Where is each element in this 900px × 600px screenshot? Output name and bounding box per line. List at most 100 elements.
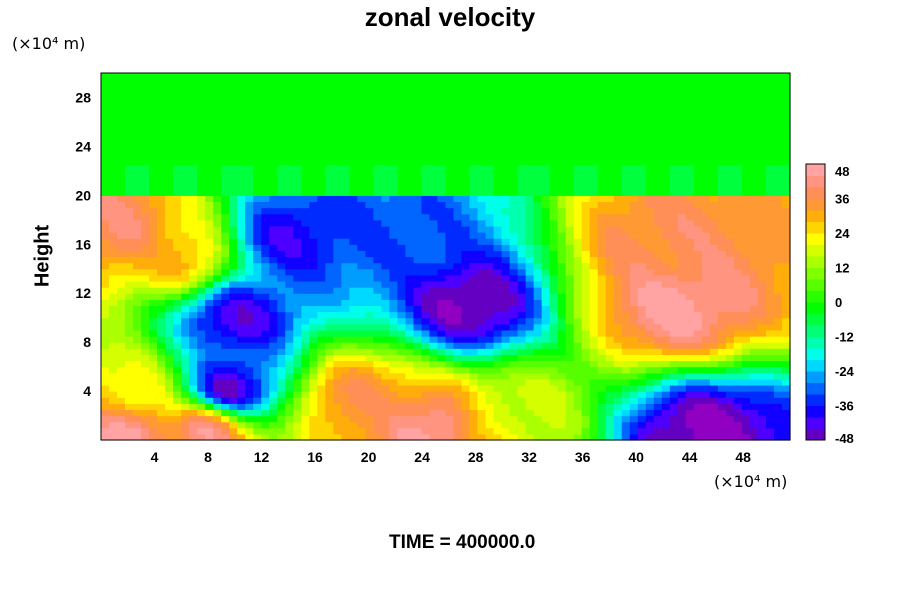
heatmap-cell <box>165 342 174 349</box>
heatmap-cell <box>477 134 487 141</box>
heatmap-cell <box>517 433 527 441</box>
heatmap-cell <box>237 323 246 331</box>
heatmap-cell <box>301 85 310 92</box>
heatmap-cell <box>701 336 711 343</box>
heatmap-cell <box>629 293 639 300</box>
heatmap-cell <box>645 280 655 288</box>
heatmap-cell <box>173 109 182 117</box>
heatmap-cell <box>101 164 110 172</box>
heatmap-cell <box>173 348 182 355</box>
heatmap-cell <box>317 195 326 203</box>
heatmap-cell <box>573 280 583 288</box>
heatmap-cell <box>421 348 431 355</box>
heatmap-cell <box>149 360 158 368</box>
heatmap-cell <box>381 262 391 270</box>
heatmap-cell <box>757 329 767 337</box>
heatmap-cell <box>221 268 230 276</box>
heatmap-cell <box>693 213 703 221</box>
heatmap-cell <box>381 109 391 117</box>
heatmap-cell <box>349 421 358 429</box>
heatmap-cell <box>229 128 238 135</box>
heatmap-cell <box>221 158 230 166</box>
heatmap-cell <box>741 207 751 215</box>
heatmap-cell <box>373 73 383 80</box>
heatmap-cell <box>605 342 615 349</box>
heatmap-cell <box>165 287 174 294</box>
heatmap-cell <box>173 232 182 239</box>
heatmap-cell <box>485 121 495 129</box>
heatmap-cell <box>677 91 687 99</box>
heatmap-cell <box>701 213 711 221</box>
heatmap-cell <box>157 238 166 245</box>
heatmap-cell <box>621 366 631 374</box>
heatmap-cell <box>349 256 358 264</box>
heatmap-cell <box>613 299 623 307</box>
heatmap-cell <box>493 342 503 349</box>
heatmap-cell <box>349 397 358 404</box>
heatmap-cell <box>509 244 519 251</box>
heatmap-cell <box>597 366 607 374</box>
heatmap-cell <box>109 91 118 99</box>
heatmap-cell <box>173 378 182 386</box>
heatmap-cell <box>189 97 198 105</box>
heatmap-cell <box>253 433 262 441</box>
heatmap-cell <box>493 189 503 196</box>
heatmap-cell <box>565 354 575 362</box>
heatmap-cell <box>325 85 334 92</box>
heatmap-cell <box>157 433 166 441</box>
heatmap-cell <box>469 299 479 307</box>
heatmap-cell <box>621 329 631 337</box>
heatmap-cell <box>461 311 471 319</box>
heatmap-cell <box>261 354 270 362</box>
heatmap-cell <box>693 256 703 264</box>
heatmap-cell <box>445 232 455 239</box>
heatmap-cell <box>469 427 479 435</box>
heatmap-cell <box>701 189 711 196</box>
heatmap-cell <box>477 97 487 105</box>
heatmap-cell <box>373 152 383 160</box>
heatmap-cell <box>469 250 479 258</box>
heatmap-cell <box>213 421 222 429</box>
heatmap-cell <box>517 85 527 92</box>
heatmap-cell <box>717 140 727 147</box>
heatmap-cell <box>237 189 246 196</box>
heatmap-cell <box>501 329 511 337</box>
heatmap-cell <box>509 219 519 227</box>
heatmap-cell <box>141 336 150 343</box>
heatmap-cell <box>485 97 495 105</box>
heatmap-cell <box>677 121 687 129</box>
heatmap-cell <box>629 433 639 441</box>
heatmap-cell <box>581 134 591 141</box>
heatmap-cell <box>309 348 318 355</box>
heatmap-cell <box>205 232 214 239</box>
heatmap-cell <box>629 397 639 404</box>
heatmap-cell <box>701 176 711 184</box>
heatmap-cell <box>205 268 214 276</box>
heatmap-cell <box>413 336 423 343</box>
heatmap-cell <box>653 323 663 331</box>
heatmap-cell <box>245 262 254 270</box>
heatmap-cell <box>693 164 703 172</box>
heatmap-cell <box>685 79 695 86</box>
heatmap-cell <box>253 152 262 160</box>
heatmap-cell <box>173 280 182 288</box>
heatmap-cell <box>157 317 166 325</box>
heatmap-cell <box>605 280 615 288</box>
heatmap-cell <box>149 128 158 135</box>
heatmap-cell <box>101 372 110 380</box>
heatmap-cell <box>749 97 759 105</box>
heatmap-cell <box>621 433 631 441</box>
heatmap-cell <box>501 225 511 233</box>
heatmap-cell <box>197 317 206 325</box>
heatmap-cell <box>533 244 543 251</box>
heatmap-cell <box>573 262 583 270</box>
heatmap-cell <box>213 415 222 423</box>
heatmap-cell <box>293 183 302 190</box>
heatmap-cell <box>293 256 302 264</box>
heatmap-cell <box>541 103 551 111</box>
heatmap-cell <box>757 421 767 429</box>
heatmap-cell <box>325 164 334 172</box>
heatmap-cell <box>749 244 759 251</box>
heatmap-cell <box>645 415 655 423</box>
heatmap-cell <box>421 225 431 233</box>
